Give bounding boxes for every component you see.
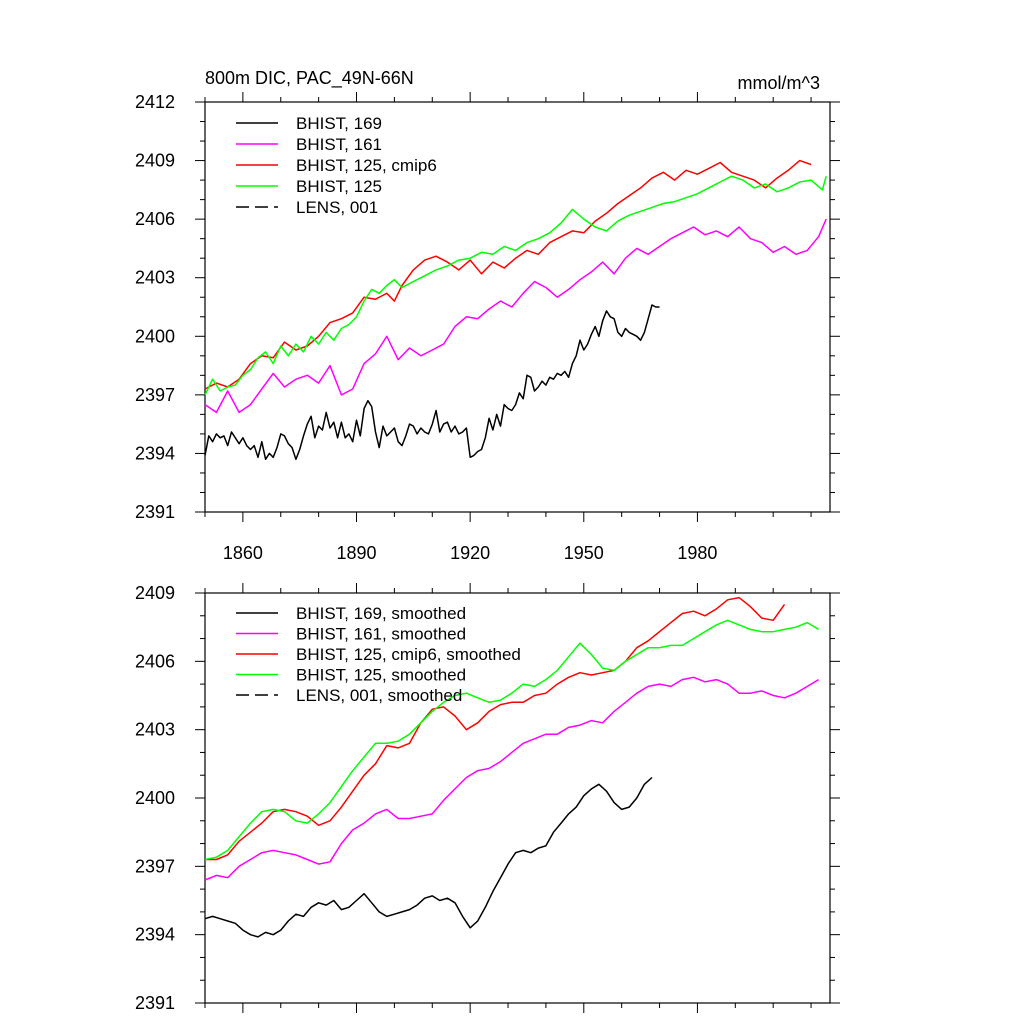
y-tick-label: 2400 xyxy=(135,326,175,346)
legend-label: LENS, 001 xyxy=(296,198,378,217)
y-tick-label: 2391 xyxy=(135,502,175,522)
series-line-2 xyxy=(204,159,812,390)
x-tick-label: 1890 xyxy=(336,543,376,563)
y-tick-label: 2391 xyxy=(135,993,175,1013)
chart-title: 800m DIC, PAC_49N-66N xyxy=(205,68,414,89)
legend-label: BHIST, 169 xyxy=(296,114,382,133)
y-tick-label: 2412 xyxy=(135,92,175,112)
legend-label: BHIST, 125, cmip6, smoothed xyxy=(296,645,521,664)
y-tick-label: 2397 xyxy=(135,385,175,405)
legend-label: LENS, 001, smoothed xyxy=(296,686,462,705)
legend-label: BHIST, 125 xyxy=(296,177,382,196)
legend-label: BHIST, 169, smoothed xyxy=(296,604,466,623)
y-tick-label: 2406 xyxy=(135,651,175,671)
x-tick-label: 1980 xyxy=(677,543,717,563)
plot-frame xyxy=(204,101,831,513)
y-tick-label: 2394 xyxy=(135,443,175,463)
y-tick-label: 2400 xyxy=(135,788,175,808)
y-tick-label: 2406 xyxy=(135,209,175,229)
bottom-panel: 2391 2394 2397 2400 2403 2406 2409 BHIST, 169, … xyxy=(135,583,840,1013)
y-tick-label: 2403 xyxy=(135,720,175,740)
legend-label: BHIST, 161 xyxy=(296,135,382,154)
series-line-1 xyxy=(204,676,819,881)
series-line-3 xyxy=(204,619,819,861)
x-tick-label: 1860 xyxy=(223,543,263,563)
y-tick-label: 2409 xyxy=(135,583,175,603)
legend-label: BHIST, 125, cmip6 xyxy=(296,156,437,175)
series-line-3 xyxy=(204,175,827,396)
y-tick-label: 2394 xyxy=(135,925,175,945)
legend-label: BHIST, 161, smoothed xyxy=(296,625,466,644)
y-tick-label: 2409 xyxy=(135,151,175,171)
series-line-1 xyxy=(204,218,827,414)
series-line-2 xyxy=(205,596,786,861)
legend-label: BHIST, 125, smoothed xyxy=(296,666,466,685)
x-tick-label: 1950 xyxy=(564,543,604,563)
y-tick-label: 2397 xyxy=(135,856,175,876)
chart-units: mmol/m^3 xyxy=(738,73,820,93)
top-panel: 1860 1890 1920 1950 1980 2391 2394 2397 2400 2403… xyxy=(135,68,840,563)
series-line-0 xyxy=(204,304,660,461)
series-line-0 xyxy=(204,776,653,938)
x-tick-label: 1920 xyxy=(450,543,490,563)
y-tick-label: 2403 xyxy=(135,268,175,288)
